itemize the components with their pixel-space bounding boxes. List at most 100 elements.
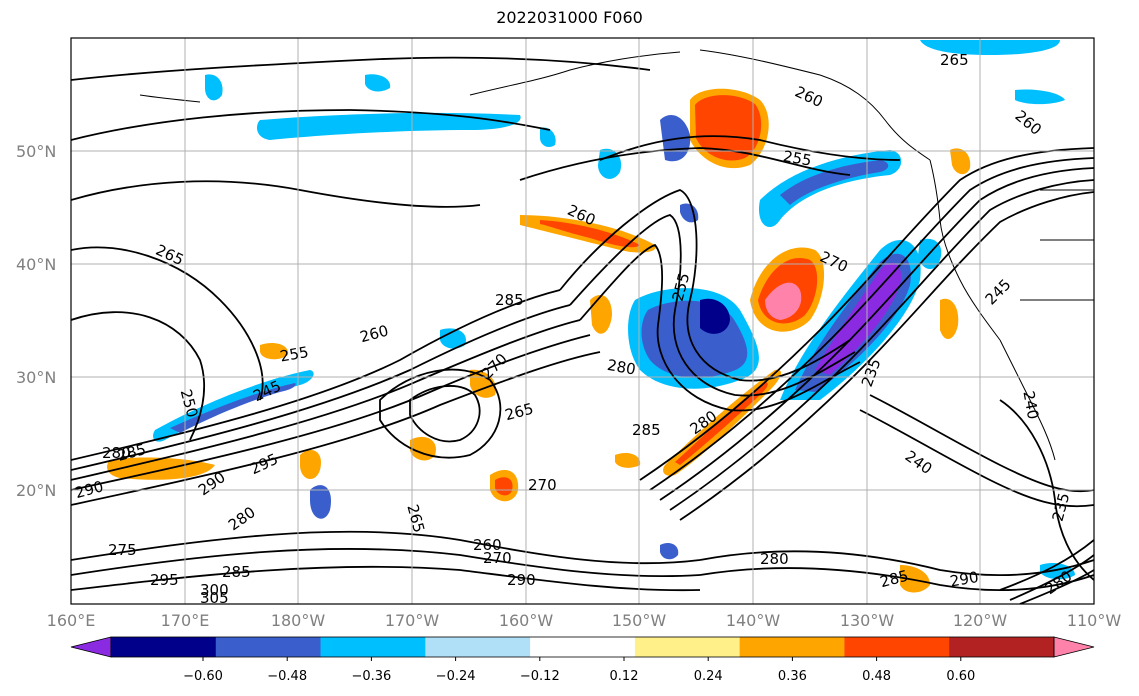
colorbar-swatch xyxy=(320,637,426,657)
shade-north-red xyxy=(695,95,762,161)
coastlines xyxy=(139,49,1094,461)
colorbar-tick-label: 0.24 xyxy=(694,669,723,684)
shade-west-blue-dark xyxy=(170,383,296,433)
colorbar-swatch xyxy=(215,637,322,657)
colorbar-tick-label: −0.12 xyxy=(520,669,560,684)
contour-label: 280 xyxy=(102,444,131,462)
shade-patch xyxy=(440,328,466,349)
contour-label: 255 xyxy=(782,147,813,170)
shade-patch xyxy=(660,543,679,560)
colorbar-swatch xyxy=(111,637,217,657)
colorbar-tick-label: 0.60 xyxy=(946,669,975,684)
contour-label: 260 xyxy=(473,536,502,554)
plot-frame xyxy=(70,37,1095,605)
colorbar-swatch xyxy=(844,637,950,657)
colorbar xyxy=(70,636,1095,658)
contour-label: 260 xyxy=(1012,107,1046,139)
colorbar-swatch xyxy=(739,637,845,657)
contour-label: 295 xyxy=(150,571,179,589)
contour-label: 260 xyxy=(358,321,390,346)
colorbar-ticks: −0.60 −0.48 −0.36 −0.24 −0.12 0.12 0.24 0.36 0.4… xyxy=(183,657,975,684)
y-axis-ticks: 50°N 40°N 30°N 20°N xyxy=(16,142,56,500)
shade-streak-red xyxy=(540,220,640,248)
colorbar-extend-low xyxy=(70,636,112,658)
contour-label: 285 xyxy=(495,291,524,309)
colorbar-swatch xyxy=(634,637,741,657)
colorbar-swatch xyxy=(425,637,531,657)
shade-patch xyxy=(205,74,223,101)
shade-band xyxy=(780,160,889,205)
contour-label: 280 xyxy=(760,550,789,568)
contour-label: 285 xyxy=(222,563,251,581)
contour-label: 275 xyxy=(108,541,137,559)
x-tick-label: 170°W xyxy=(385,611,440,630)
colorbar-tick-label: −0.24 xyxy=(436,669,476,684)
contour-label: 235 xyxy=(1049,491,1074,523)
y-tick-label: 30°N xyxy=(16,368,56,387)
contour-label: 240 xyxy=(1019,389,1042,420)
colorbar-tick-label: 0.36 xyxy=(778,669,807,684)
x-tick-label: 150°W xyxy=(612,611,667,630)
x-axis-ticks: 160°E 170°E 180°W 170°W 160°W 150°W 140°… xyxy=(47,611,1122,630)
y-tick-label: 40°N xyxy=(16,255,56,274)
y-tick-label: 50°N xyxy=(16,142,56,161)
colorbar-tick-label: −0.60 xyxy=(183,669,223,684)
shade-patch xyxy=(410,436,436,461)
shade-purple xyxy=(815,262,902,375)
shade-patch xyxy=(107,457,215,480)
y-tick-label: 20°N xyxy=(16,481,56,500)
shade-patch xyxy=(495,477,513,496)
colorbar-tick-label: 0.12 xyxy=(610,669,639,684)
contour-label: 285 xyxy=(632,421,661,439)
contour-label: 305 xyxy=(200,589,229,607)
contour-label: 255 xyxy=(279,343,310,366)
contour-label: 260 xyxy=(792,83,826,111)
colorbar-frame xyxy=(110,636,1055,658)
contour-label: 250 xyxy=(177,387,202,419)
x-tick-label: 160°E xyxy=(47,611,96,630)
contour-label: 270 xyxy=(528,476,557,494)
shade-patch xyxy=(940,298,959,340)
x-tick-label: 130°W xyxy=(840,611,895,630)
shade-patch xyxy=(590,295,612,334)
contour-label: 280 xyxy=(606,356,637,379)
contour-label: 280 xyxy=(225,503,259,534)
shade-arctic-blue-top xyxy=(920,40,1060,55)
shade-patch xyxy=(900,565,930,593)
contour-label: 265 xyxy=(503,399,535,424)
shade-patch xyxy=(300,450,321,480)
colorbar-extend-high xyxy=(1053,636,1095,658)
map-title: 2022031000 F060 xyxy=(496,8,643,27)
x-tick-label: 170°E xyxy=(161,611,210,630)
contour-label: 290 xyxy=(949,568,980,591)
contour-label: 240 xyxy=(902,447,936,478)
shade-arctic-blue xyxy=(257,112,521,140)
contour-label: 245 xyxy=(982,275,1015,308)
x-tick-label: 160°W xyxy=(499,611,554,630)
x-tick-label: 180°W xyxy=(271,611,326,630)
shade-patch xyxy=(615,453,641,468)
shade-patch xyxy=(1015,89,1065,105)
shade-patch xyxy=(260,343,289,360)
colorbar-tick-label: 0.48 xyxy=(862,669,891,684)
contour-lines xyxy=(71,56,1094,604)
contour-label: 295 xyxy=(247,450,281,478)
shade-patch xyxy=(950,148,971,175)
contour-label: 290 xyxy=(507,571,536,589)
contour-label: 265 xyxy=(403,502,428,534)
shade-trough-dark xyxy=(700,298,730,334)
contour-label: 270 xyxy=(483,549,512,567)
x-tick-label: 120°W xyxy=(953,611,1008,630)
colorbar-swatch xyxy=(530,637,636,657)
contour-label: 300 xyxy=(200,581,229,599)
contour-labels: 265 260 255 260 265 285 255 270 260 255 … xyxy=(73,51,1075,607)
colorbar-tick-label: −0.36 xyxy=(351,669,391,684)
x-tick-label: 140°W xyxy=(726,611,781,630)
x-tick-label: 110°W xyxy=(1067,611,1122,630)
shade-patch xyxy=(365,74,391,92)
contour-label: 265 xyxy=(940,51,969,69)
shade-patch xyxy=(310,485,331,519)
shade-pos-pink xyxy=(765,282,802,320)
gridlines xyxy=(71,38,1094,604)
